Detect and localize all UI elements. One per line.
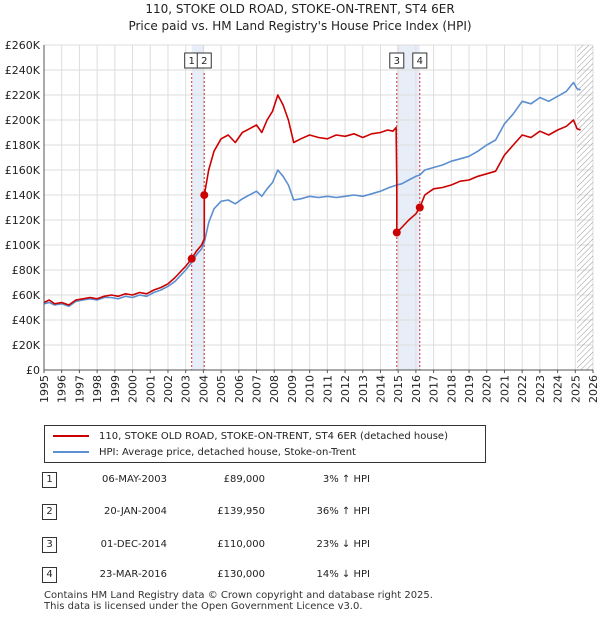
sale-number-badge: 3 [42,537,57,553]
sale-point [415,203,424,212]
legend-swatch-price [53,435,89,437]
legend-label-price: 110, STOKE OLD ROAD, STOKE-ON-TRENT, ST4… [99,430,448,442]
x-tick-label: 2003 [180,375,193,403]
y-tick-label: £40K [12,314,41,327]
footer-licence: This data is licensed under the Open Gov… [44,601,363,612]
sale-label-number: 2 [201,56,207,67]
legend-item-hpi: HPI: Average price, detached house, Stok… [53,445,356,459]
y-tick-label: £260K [5,39,41,52]
y-tick-label: £200K [5,114,41,127]
chart-subtitle: Price paid vs. HM Land Registry's House … [128,19,472,33]
sale-date: 20-JAN-2004 [103,506,167,517]
sale-number-badge: 1 [42,472,57,488]
sale-hpi-diff: 14% ↓ HPI [316,569,370,580]
y-tick-label: £80K [12,264,41,277]
x-tick-label: 1998 [91,375,104,403]
sale-label-box [389,52,405,69]
sale-point [392,228,401,237]
x-tick-label: 2020 [481,375,494,403]
x-tick-label: 2026 [587,375,600,403]
y-tick-label: £120K [5,214,41,227]
sale-date: 23-MAR-2016 [99,569,167,580]
y-tick-label: £60K [12,289,41,302]
future-hatch [577,45,593,370]
y-tick-label: £160K [5,164,41,177]
sale-label-number: 1 [189,56,195,67]
x-tick-label: 1997 [73,375,86,403]
sale-period-shade [396,45,420,370]
y-tick-label: £140K [5,189,41,202]
sale-row: 2 20-JAN-2004 £139,950 36% ↑ HPI [0,502,600,522]
x-tick-label: 1996 [56,375,69,403]
x-tick-label: 2018 [445,375,458,403]
sale-date: 01-DEC-2014 [100,539,167,550]
price-chart: £0 £20K £40K £60K £80K £100K £120K £140K £160K £1… [5,39,600,403]
sale-price: £89,000 [223,474,265,485]
sale-hpi-diff: 23% ↓ HPI [316,539,370,550]
x-tick-label: 2011 [321,375,334,403]
sale-number-badge: 4 [42,567,57,583]
x-tick-label: 1999 [109,375,122,403]
x-tick-label: 2001 [144,375,157,403]
sale-hpi-diff: 3% ↑ HPI [322,474,370,485]
y-tick-label: £0 [26,364,40,377]
x-tick-label: 2021 [498,375,511,403]
sale-label-number: 4 [417,56,423,67]
x-tick-label: 2012 [339,375,352,403]
sale-number-badge: 2 [42,504,57,520]
footer-copyright: Contains HM Land Registry data © Crown c… [44,590,433,601]
legend: 110, STOKE OLD ROAD, STOKE-ON-TRENT, ST4… [44,425,486,463]
sale-price: £130,000 [217,569,265,580]
series-line-price [43,94,581,306]
sale-hpi-diff: 36% ↑ HPI [316,506,370,517]
legend-item-price: 110, STOKE OLD ROAD, STOKE-ON-TRENT, ST4… [53,429,448,443]
x-tick-label: 2023 [534,375,547,403]
series-line-hpi [43,81,581,308]
x-tick-label: 2004 [197,375,210,403]
y-tick-label: £240K [5,64,41,77]
sale-price: £110,000 [217,539,265,550]
legend-label-hpi: HPI: Average price, detached house, Stok… [99,446,356,458]
x-tick-label: 2005 [215,375,228,403]
sale-point [187,254,196,263]
sale-point [200,191,209,200]
x-tick-label: 2002 [162,375,175,403]
x-tick-label: 2007 [251,375,264,403]
y-tick-label: £180K [5,139,41,152]
x-tick-label: 2008 [268,375,281,403]
x-tick-label: 2016 [410,375,423,403]
x-tick-label: 2010 [304,375,317,403]
chart-title: 110, STOKE OLD ROAD, STOKE-ON-TRENT, ST4… [145,2,455,16]
sale-row: 3 01-DEC-2014 £110,000 23% ↓ HPI [0,535,600,555]
sale-row: 4 23-MAR-2016 £130,000 14% ↓ HPI [0,565,600,585]
x-tick-label: 2006 [233,375,246,403]
x-tick-label: 2019 [463,375,476,403]
x-tick-label: 2013 [357,375,370,403]
x-tick-label: 2009 [286,375,299,403]
sale-row: 1 06-MAY-2003 £89,000 3% ↑ HPI [0,470,600,490]
x-tick-label: 2024 [552,375,565,403]
x-tick-label: 2017 [428,375,441,403]
sale-label-box [412,52,428,69]
sale-date: 06-MAY-2003 [101,474,167,485]
y-tick-label: £100K [5,239,41,252]
legend-swatch-hpi [53,451,89,453]
x-tick-label: 2014 [374,375,387,403]
y-tick-label: £20K [12,339,41,352]
x-tick-label: 2000 [127,375,140,403]
sale-label-number: 3 [394,56,400,67]
sale-period-shade [191,45,205,370]
y-tick-label: £220K [5,89,41,102]
sale-label-box [196,52,212,69]
x-tick-label: 2022 [516,375,529,403]
x-tick-label: 1995 [38,375,51,403]
sale-price: £139,950 [217,506,265,517]
x-tick-label: 2015 [392,375,405,403]
x-tick-label: 2025 [569,375,582,403]
